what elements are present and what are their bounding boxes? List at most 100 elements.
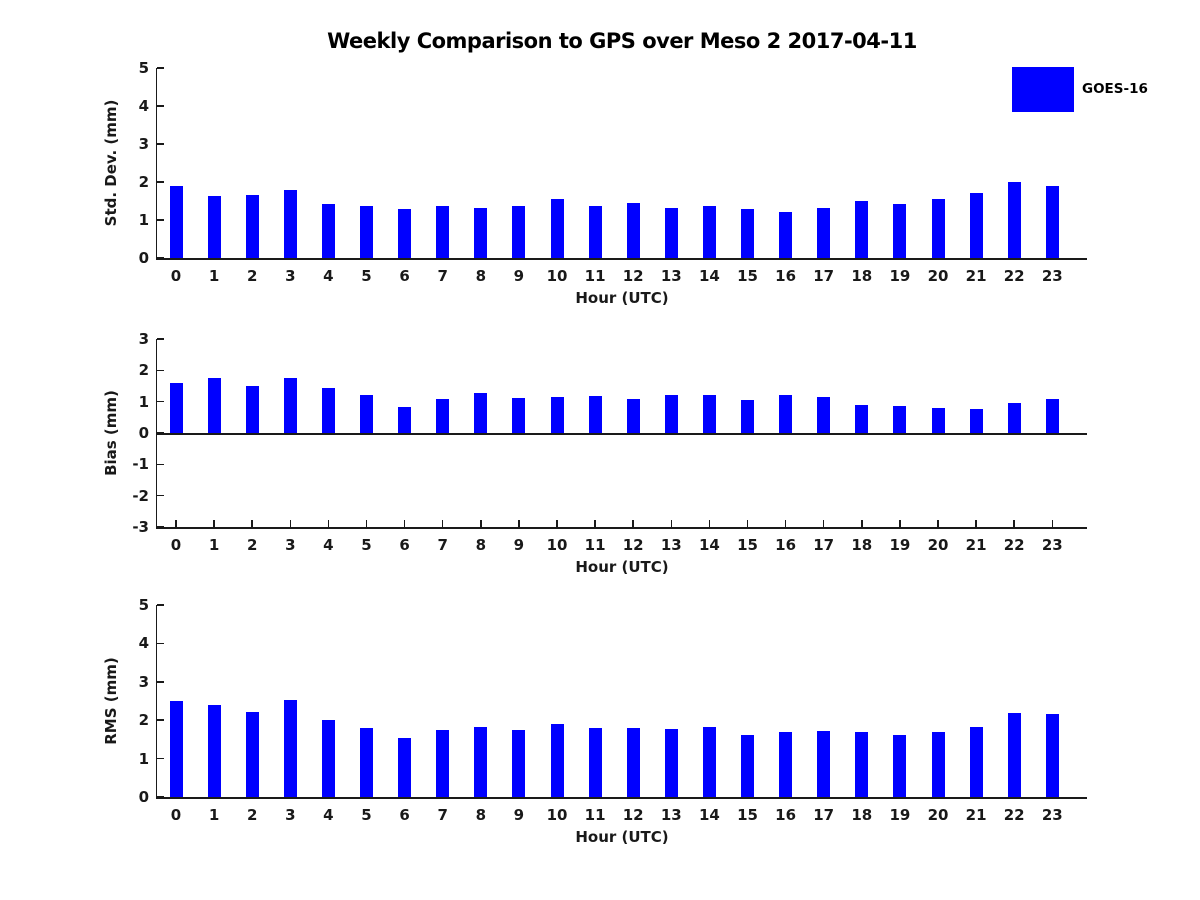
x-tick-label-rms-0: 0 (170, 806, 182, 824)
bar-bias-hour-4 (321, 388, 335, 433)
x-tick-label-rms-6: 6 (399, 806, 410, 824)
bar-rms-hour-2 (245, 711, 259, 797)
bar-rms-hour-21 (969, 726, 983, 797)
legend-swatch-goes16 (1012, 67, 1074, 112)
x-tick-bias-21 (975, 520, 977, 527)
bar-rms-hour-10 (550, 724, 564, 797)
x-tick-label-bias-1: 1 (208, 536, 220, 554)
y-tick-std-5 (157, 67, 164, 69)
y-axis-title-rms: RMS (mm) (102, 657, 120, 745)
bar-std-hour-13 (664, 208, 678, 258)
x-tick-label-rms-23: 23 (1041, 806, 1063, 824)
y-tick-rms-5 (157, 604, 164, 606)
bar-rms-hour-22 (1007, 712, 1021, 797)
x-tick-label-bias-6: 6 (399, 536, 410, 554)
bar-rms-hour-7 (436, 729, 450, 797)
x-tick-label-bias-18: 18 (851, 536, 873, 554)
y-axis-spine-rms (155, 605, 157, 799)
x-tick-label-std-2: 2 (246, 267, 258, 285)
bar-rms-hour-6 (398, 738, 412, 797)
x-tick-label-rms-22: 22 (1003, 806, 1025, 824)
x-tick-label-std-20: 20 (927, 267, 949, 285)
bar-rms-hour-18 (855, 731, 869, 797)
bar-bias-hour-18 (855, 405, 869, 433)
y-tick-label-std-2: 2 (138, 173, 149, 191)
y-tick-std-0 (157, 257, 164, 259)
x-tick-label-rms-20: 20 (927, 806, 949, 824)
x-axis-title-bias: Hour (UTC) (575, 558, 669, 576)
x-axis-line-std (155, 258, 1087, 260)
x-tick-bias-12 (632, 520, 634, 527)
x-tick-bias-10 (556, 520, 558, 527)
x-tick-label-rms-5: 5 (361, 806, 372, 824)
y-tick-label-bias--1: -1 (132, 455, 149, 474)
x-tick-bias-13 (670, 520, 673, 527)
bar-bias-hour-2 (245, 386, 259, 433)
bar-bias-hour-22 (1007, 402, 1021, 433)
bar-std-hour-21 (969, 192, 983, 258)
x-tick-label-bias-5: 5 (361, 536, 372, 554)
x-axis-line-rms (155, 797, 1087, 799)
x-tick-label-rms-15: 15 (737, 806, 758, 824)
y-tick-bias-1 (157, 400, 164, 403)
x-tick-bias-19 (899, 520, 901, 527)
y-tick-bias-3 (157, 338, 164, 340)
y-tick-label-std-5: 5 (138, 59, 149, 77)
bar-std-hour-10 (550, 199, 564, 258)
x-tick-bias-7 (441, 520, 444, 527)
bar-std-hour-18 (855, 201, 869, 258)
y-tick-label-bias-3: 3 (138, 330, 149, 348)
bar-rms-hour-14 (702, 727, 716, 797)
x-tick-label-std-15: 15 (737, 267, 758, 285)
x-tick-label-std-10: 10 (546, 267, 568, 285)
y-tick-label-rms-2: 2 (138, 711, 149, 730)
x-tick-label-bias-2: 2 (246, 536, 258, 554)
x-tick-label-rms-19: 19 (889, 806, 911, 824)
x-tick-label-bias-9: 9 (513, 536, 525, 554)
y-tick-rms-2 (157, 719, 164, 721)
x-tick-label-std-18: 18 (851, 267, 873, 285)
y-tick-bias-0 (157, 432, 164, 434)
bar-rms-hour-17 (817, 730, 831, 797)
bar-bias-hour-12 (626, 399, 640, 433)
x-tick-label-rms-8: 8 (475, 806, 487, 824)
zero-line-bias (157, 433, 1087, 435)
x-tick-label-bias-16: 16 (775, 536, 797, 554)
bar-std-hour-2 (245, 195, 259, 258)
x-tick-label-rms-16: 16 (775, 806, 797, 824)
bar-rms-hour-4 (321, 720, 335, 797)
bar-bias-hour-0 (169, 382, 183, 433)
x-tick-bias-4 (327, 520, 330, 527)
bar-rms-hour-15 (741, 735, 754, 797)
y-tick-label-std-4: 4 (138, 97, 149, 115)
bar-bias-hour-16 (779, 395, 793, 433)
bar-rms-hour-9 (512, 730, 526, 797)
y-axis-title-std: Std. Dev. (mm) (102, 99, 120, 227)
x-tick-label-std-8: 8 (475, 267, 487, 285)
x-tick-bias-20 (937, 520, 939, 527)
x-tick-label-rms-21: 21 (965, 806, 987, 824)
y-tick-label-rms-0: 0 (138, 788, 149, 806)
x-tick-label-std-19: 19 (889, 267, 911, 285)
x-tick-label-bias-17: 17 (813, 536, 835, 554)
bar-bias-hour-19 (893, 406, 907, 433)
x-tick-label-bias-22: 22 (1003, 536, 1025, 554)
x-tick-label-bias-19: 19 (889, 536, 911, 554)
bar-bias-hour-11 (588, 396, 602, 433)
bar-rms-hour-0 (169, 701, 183, 797)
x-tick-label-rms-1: 1 (208, 806, 220, 824)
y-tick-rms-4 (157, 642, 164, 645)
bar-rms-hour-11 (588, 727, 602, 797)
y-axis-title-bias: Bias (mm) (102, 390, 120, 476)
bar-rms-hour-23 (1045, 713, 1059, 797)
bar-bias-hour-10 (550, 397, 564, 433)
bar-std-hour-17 (817, 207, 831, 258)
bar-bias-hour-21 (969, 408, 983, 433)
x-tick-label-bias-0: 0 (170, 536, 182, 554)
bar-bias-hour-9 (512, 397, 526, 433)
x-axis-title-rms: Hour (UTC) (575, 828, 669, 846)
y-tick-std-2 (157, 181, 164, 183)
bar-bias-hour-6 (398, 406, 412, 433)
x-tick-label-std-7: 7 (437, 267, 448, 285)
